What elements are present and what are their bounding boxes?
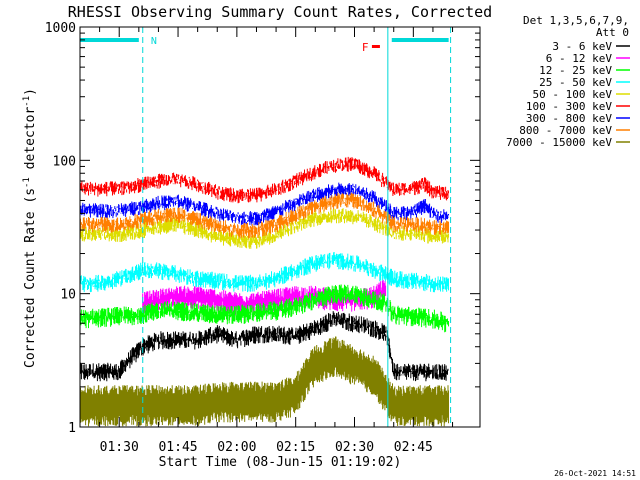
axis-layer: 01:30 01:45 02:00 02:15 02:30 02:45 1 10 100 1000 bbox=[45, 21, 480, 455]
legend-label: 12 - 25 keV bbox=[539, 64, 612, 77]
series-25-50-kev bbox=[79, 252, 449, 293]
night-label: N bbox=[151, 36, 157, 47]
y-tick-label: 100 bbox=[53, 154, 76, 169]
y-tick-label: 1 bbox=[68, 421, 76, 436]
legend-label: 6 - 12 keV bbox=[546, 52, 613, 65]
x-tick-label: 02:15 bbox=[276, 440, 315, 455]
legend-label: 100 - 300 keV bbox=[526, 100, 612, 113]
data-layer bbox=[79, 156, 449, 427]
x-tick-label: 01:45 bbox=[158, 440, 197, 455]
timestamp: 26-Oct-2021 14:51 bbox=[554, 469, 636, 478]
night-bar-1 bbox=[80, 38, 139, 42]
y-axis-label: Corrected Count Rate (s-1 detector-1) bbox=[22, 88, 38, 368]
x-tick-label: 01:30 bbox=[100, 440, 139, 455]
legend-header-line2: Att 0 bbox=[596, 26, 629, 39]
legend-label: 300 - 800 keV bbox=[526, 112, 612, 125]
series-3-6-kev bbox=[79, 311, 449, 382]
y-tick-label: 10 bbox=[60, 288, 76, 303]
x-tick-label: 02:00 bbox=[217, 440, 256, 455]
plot-frame bbox=[79, 26, 481, 428]
x-axis-label: Start Time (08-Jun-15 01:19:02) bbox=[159, 455, 402, 470]
legend-label: 25 - 50 keV bbox=[539, 76, 612, 89]
x-tick-label: 02:30 bbox=[335, 440, 374, 455]
flare-marker-label: F bbox=[362, 41, 369, 54]
legend-label: 3 - 6 keV bbox=[552, 40, 612, 53]
legend-label: 7000 - 15000 keV bbox=[506, 136, 612, 149]
y-tick-label: 1000 bbox=[45, 21, 76, 36]
legend-label: 800 - 7000 keV bbox=[519, 124, 612, 137]
chart-title: RHESSI Observing Summary Count Rates, Co… bbox=[68, 3, 492, 21]
night-bar-2 bbox=[391, 38, 449, 42]
x-tick-label: 02:45 bbox=[394, 440, 433, 455]
series-100-300-kev bbox=[79, 156, 449, 204]
flare-marker-bar bbox=[371, 45, 380, 48]
legend-header-line1: Det 1,3,5,6,7,9, bbox=[523, 14, 629, 27]
legend-label: 50 - 100 keV bbox=[533, 88, 613, 101]
